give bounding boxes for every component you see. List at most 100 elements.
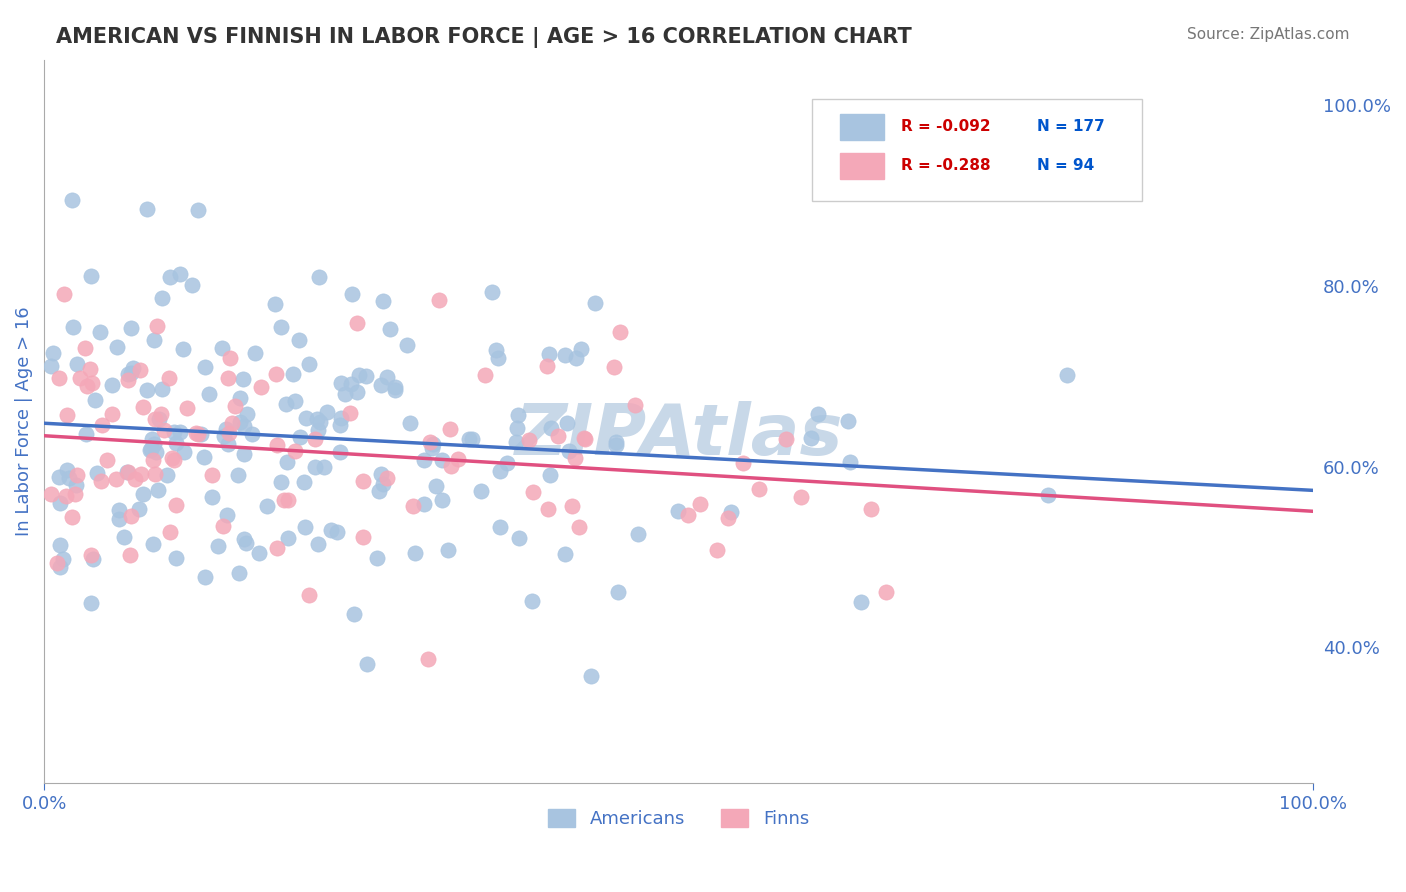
Point <box>219 351 242 365</box>
Point <box>139 442 162 457</box>
Point <box>627 527 650 541</box>
Point <box>561 499 583 513</box>
Point <box>356 657 378 671</box>
Point <box>315 405 337 419</box>
Point <box>118 549 141 563</box>
Point <box>676 508 699 523</box>
Point <box>76 379 98 393</box>
Point <box>333 386 356 401</box>
Point <box>117 367 139 381</box>
Point <box>1038 488 1060 502</box>
Point <box>156 468 179 483</box>
Text: N = 177: N = 177 <box>1036 120 1104 135</box>
Point <box>211 341 233 355</box>
Point <box>163 452 186 467</box>
Point <box>264 297 287 311</box>
Point <box>308 269 330 284</box>
Point <box>277 493 299 508</box>
Point <box>557 444 579 458</box>
Point <box>368 483 391 498</box>
Point <box>605 437 627 451</box>
Point <box>354 369 377 384</box>
Point <box>193 450 215 464</box>
Point <box>568 520 591 534</box>
Point <box>346 385 368 400</box>
Point <box>481 285 503 299</box>
Point <box>312 459 335 474</box>
Point <box>347 368 370 382</box>
Point <box>554 547 576 561</box>
Point <box>849 595 872 609</box>
Point <box>689 497 711 511</box>
Point <box>256 499 278 513</box>
Point <box>197 386 219 401</box>
Point <box>122 360 145 375</box>
Point <box>84 392 107 407</box>
Point <box>80 268 103 283</box>
Point <box>45 556 67 570</box>
Point <box>55 408 77 422</box>
Point <box>547 429 569 443</box>
Point <box>136 383 159 397</box>
Point <box>176 401 198 415</box>
Point <box>150 382 173 396</box>
Point <box>159 270 181 285</box>
Point <box>90 418 112 433</box>
Point <box>326 525 349 540</box>
Point <box>404 546 426 560</box>
Point <box>49 538 72 552</box>
Point <box>370 467 392 481</box>
Point <box>73 341 96 355</box>
Point <box>488 520 510 534</box>
Point <box>555 416 578 430</box>
Point <box>457 432 479 446</box>
Point <box>42 346 65 360</box>
Point <box>420 441 443 455</box>
Point <box>266 541 288 556</box>
Point <box>447 452 470 467</box>
Point <box>807 408 830 422</box>
Point <box>1056 368 1078 383</box>
Point <box>377 369 399 384</box>
Point <box>169 267 191 281</box>
Point <box>430 492 453 507</box>
Point <box>142 453 165 467</box>
Point <box>706 543 728 558</box>
Point <box>101 377 124 392</box>
Point <box>240 427 263 442</box>
Text: ZIPAtlas: ZIPAtlas <box>515 401 844 470</box>
Point <box>120 366 142 380</box>
Point <box>107 512 129 526</box>
Point <box>145 412 167 426</box>
Point <box>346 317 368 331</box>
Point <box>506 421 529 435</box>
Point <box>157 370 180 384</box>
Point <box>307 537 329 551</box>
Point <box>142 333 165 347</box>
Point <box>554 348 576 362</box>
Point <box>247 546 270 560</box>
Point <box>273 492 295 507</box>
Point <box>141 432 163 446</box>
Point <box>579 669 602 683</box>
Point <box>308 415 330 429</box>
Point <box>496 457 519 471</box>
Point <box>194 359 217 374</box>
Point <box>89 326 111 340</box>
Point <box>207 540 229 554</box>
Point <box>506 408 529 422</box>
Point <box>162 425 184 440</box>
Point <box>172 343 194 357</box>
Legend: Americans, Finns: Americans, Finns <box>541 802 817 836</box>
Point <box>537 347 560 361</box>
Point <box>292 475 315 490</box>
Text: Source: ZipAtlas.com: Source: ZipAtlas.com <box>1187 27 1350 42</box>
Point <box>117 465 139 479</box>
Point <box>212 428 235 442</box>
Point <box>522 485 544 500</box>
Point <box>145 319 167 334</box>
Point <box>55 462 77 476</box>
Point <box>48 469 70 483</box>
Point <box>859 501 882 516</box>
Point <box>716 511 738 525</box>
